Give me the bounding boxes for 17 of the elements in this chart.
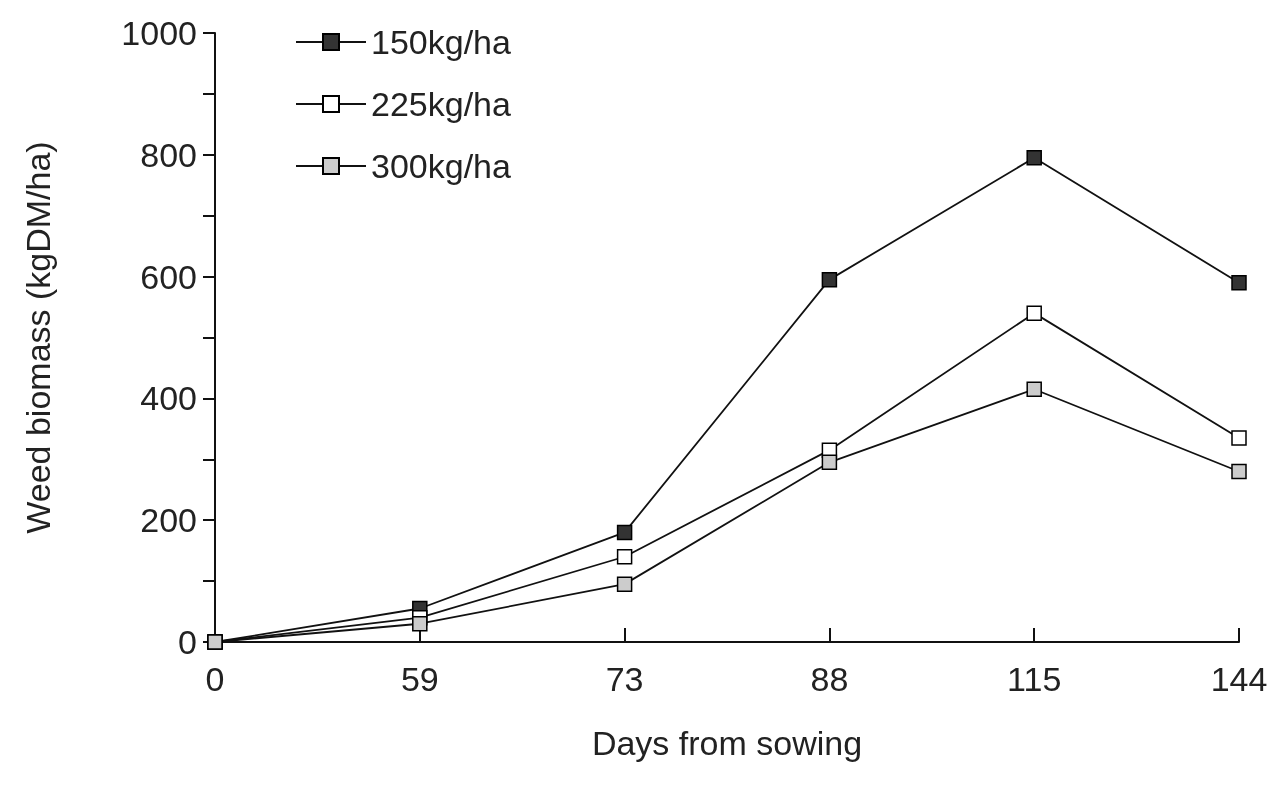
x-tick-label: 73 (605, 660, 644, 698)
x-tick-label: 144 (1210, 660, 1268, 698)
y-tick-label: 800 (140, 135, 197, 174)
x-axis-title: Days from sowing (591, 724, 863, 762)
y-tick-label: 200 (140, 501, 197, 540)
y-axis-title: Weed biomass (kgDM/ha) (19, 141, 57, 534)
x-tick-label: 115 (1007, 660, 1062, 698)
legend-label: 150kg/ha (371, 23, 511, 61)
legend-label: 300kg/ha (371, 147, 511, 185)
y-tick-label: 400 (140, 379, 197, 418)
legend-label: 225kg/ha (371, 85, 511, 123)
y-tick-label: 0 (178, 623, 197, 661)
x-tick-label: 59 (400, 660, 439, 698)
y-tick-label: 1000 (121, 14, 197, 52)
x-tick-label: 88 (810, 660, 849, 698)
x-tick-label: 0 (205, 660, 225, 698)
y-tick-label: 600 (140, 257, 197, 296)
